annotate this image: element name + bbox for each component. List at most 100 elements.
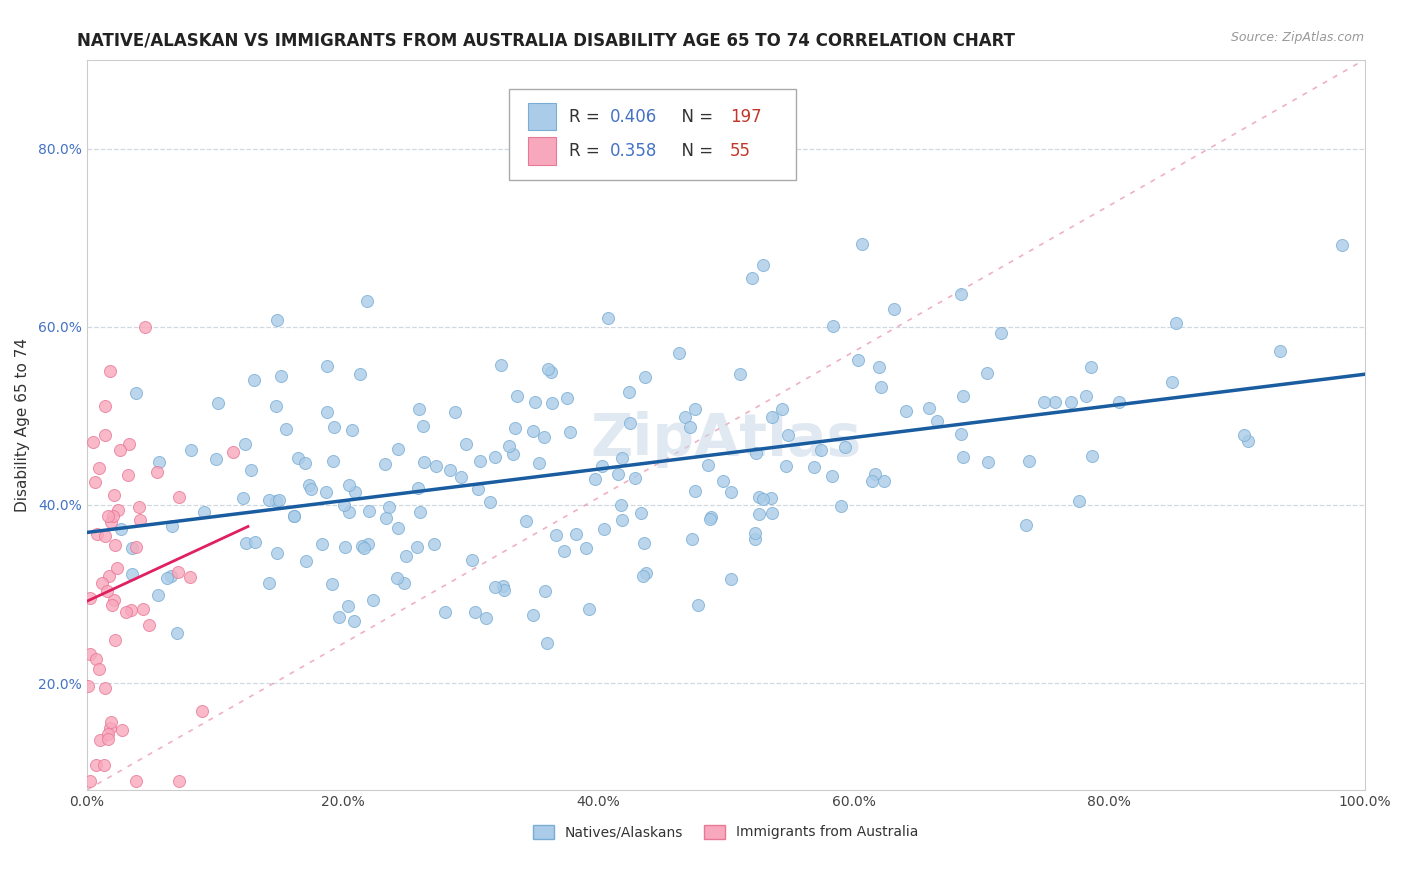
Point bbox=[952, 389, 974, 403]
Point bbox=[207, 396, 229, 410]
Point bbox=[406, 482, 429, 496]
Point bbox=[146, 588, 169, 602]
Point bbox=[1043, 395, 1066, 409]
Legend: Natives/Alaskans, Immigrants from Australia: Natives/Alaskans, Immigrants from Austra… bbox=[527, 819, 924, 845]
Point bbox=[191, 704, 214, 718]
Point bbox=[505, 389, 527, 403]
Point bbox=[830, 500, 852, 514]
Text: 197: 197 bbox=[730, 108, 761, 126]
Point bbox=[349, 367, 371, 381]
Point bbox=[741, 271, 763, 285]
Point bbox=[86, 527, 108, 541]
Point bbox=[148, 454, 170, 468]
Point bbox=[619, 416, 641, 430]
Point bbox=[406, 540, 429, 554]
Point bbox=[105, 561, 128, 575]
Point bbox=[761, 409, 783, 424]
Point bbox=[821, 468, 844, 483]
Point bbox=[84, 758, 107, 772]
Point bbox=[357, 537, 380, 551]
Point bbox=[77, 679, 100, 693]
Text: 55: 55 bbox=[730, 142, 751, 160]
Point bbox=[748, 490, 770, 504]
Point bbox=[1233, 428, 1256, 442]
Point bbox=[748, 508, 770, 522]
Point bbox=[610, 498, 633, 512]
Point bbox=[333, 540, 356, 554]
Point bbox=[94, 529, 117, 543]
Point bbox=[82, 434, 104, 449]
Point bbox=[523, 395, 546, 409]
Point bbox=[167, 774, 190, 789]
Point bbox=[235, 536, 257, 550]
Point bbox=[98, 569, 121, 583]
Point bbox=[167, 565, 190, 579]
Point bbox=[678, 420, 700, 434]
Text: N =: N = bbox=[671, 142, 718, 160]
Point bbox=[752, 258, 775, 272]
Point bbox=[89, 662, 111, 676]
Point bbox=[121, 541, 143, 556]
Point bbox=[100, 515, 122, 529]
Point bbox=[686, 598, 709, 612]
Point bbox=[257, 576, 280, 591]
Point bbox=[617, 384, 640, 399]
Point bbox=[340, 423, 363, 437]
Point bbox=[97, 732, 120, 747]
Point bbox=[100, 714, 122, 729]
Point bbox=[673, 409, 696, 424]
Point bbox=[950, 426, 973, 441]
Point bbox=[952, 450, 974, 465]
Y-axis label: Disability Age 65 to 74: Disability Age 65 to 74 bbox=[15, 338, 30, 512]
Point bbox=[527, 456, 550, 470]
Point bbox=[1018, 454, 1040, 468]
Point bbox=[90, 576, 112, 591]
Point bbox=[598, 311, 620, 326]
Point bbox=[478, 495, 501, 509]
Point bbox=[316, 359, 339, 374]
Point bbox=[94, 427, 117, 442]
Point bbox=[425, 458, 447, 473]
Point bbox=[337, 478, 360, 492]
Point bbox=[103, 488, 125, 502]
Point bbox=[179, 569, 201, 583]
Point bbox=[385, 571, 408, 585]
Point bbox=[132, 602, 155, 616]
Point bbox=[101, 598, 124, 612]
Point bbox=[474, 610, 496, 624]
Point bbox=[489, 358, 512, 372]
Text: 0.406: 0.406 bbox=[610, 108, 657, 126]
Point bbox=[494, 583, 516, 598]
Point bbox=[107, 503, 129, 517]
Point bbox=[720, 572, 742, 586]
Point bbox=[770, 401, 793, 416]
Point bbox=[328, 609, 350, 624]
Point bbox=[976, 455, 998, 469]
Point bbox=[776, 428, 799, 442]
Point bbox=[377, 500, 399, 515]
Point bbox=[537, 362, 560, 376]
Point bbox=[860, 474, 883, 488]
Point bbox=[375, 511, 398, 525]
Point bbox=[322, 454, 344, 468]
Point bbox=[751, 491, 773, 506]
Point bbox=[1164, 316, 1187, 330]
Point bbox=[423, 537, 446, 551]
Point bbox=[522, 424, 544, 438]
Point bbox=[591, 458, 613, 473]
Point bbox=[502, 447, 524, 461]
Point bbox=[283, 509, 305, 524]
Point bbox=[79, 774, 101, 789]
Point bbox=[233, 437, 256, 451]
Point bbox=[505, 421, 527, 435]
Point bbox=[121, 567, 143, 582]
Point bbox=[98, 364, 121, 378]
Point bbox=[461, 553, 484, 567]
Point bbox=[409, 505, 432, 519]
Point bbox=[668, 346, 690, 360]
Point bbox=[434, 605, 457, 619]
Point bbox=[359, 504, 381, 518]
Point bbox=[167, 490, 190, 504]
Point bbox=[98, 722, 121, 736]
Point bbox=[1237, 434, 1260, 448]
